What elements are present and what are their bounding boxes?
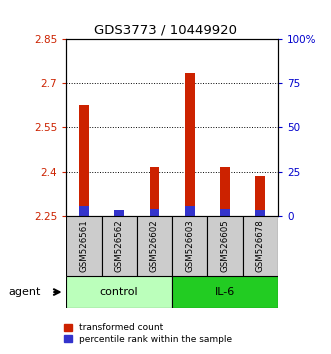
Text: GSM526678: GSM526678 <box>256 219 265 273</box>
Text: GSM526602: GSM526602 <box>150 219 159 273</box>
Text: GSM526561: GSM526561 <box>79 219 88 273</box>
Bar <box>102 216 137 276</box>
Bar <box>172 216 208 276</box>
Bar <box>208 216 243 276</box>
Bar <box>220 167 230 216</box>
Bar <box>66 216 102 276</box>
Bar <box>256 176 265 216</box>
Bar <box>114 210 124 216</box>
Bar <box>243 216 278 276</box>
Bar <box>185 206 195 216</box>
Text: GSM526603: GSM526603 <box>185 219 194 273</box>
Bar <box>256 210 265 216</box>
Text: agent: agent <box>8 287 41 297</box>
Bar <box>137 216 172 276</box>
Text: IL-6: IL-6 <box>215 287 235 297</box>
Bar <box>79 105 89 216</box>
Bar <box>172 276 278 308</box>
Text: GSM526605: GSM526605 <box>220 219 230 273</box>
Text: GDS3773 / 10449920: GDS3773 / 10449920 <box>94 23 237 36</box>
Bar <box>114 215 124 216</box>
Text: control: control <box>100 287 138 297</box>
Bar <box>150 167 160 216</box>
Bar <box>220 209 230 216</box>
Bar <box>185 73 195 216</box>
Bar <box>66 276 172 308</box>
Bar <box>150 209 160 216</box>
Text: GSM526562: GSM526562 <box>115 219 124 273</box>
Bar <box>79 206 89 216</box>
Legend: transformed count, percentile rank within the sample: transformed count, percentile rank withi… <box>64 323 233 344</box>
